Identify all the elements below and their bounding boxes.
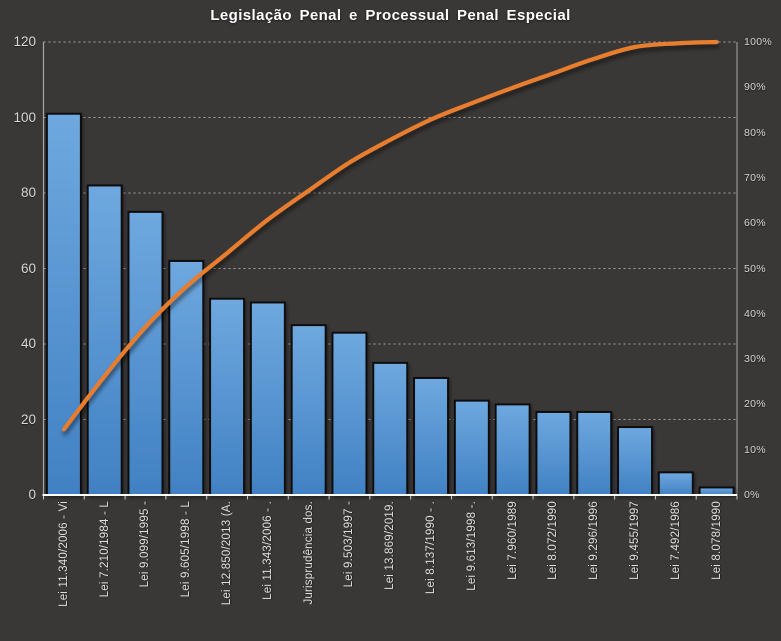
right-axis-tick-label: 80% [744, 126, 766, 139]
bar [535, 410, 572, 497]
x-axis-category-label: Lei 13.869/2019. [384, 501, 397, 590]
right-axis-tick-label: 20% [744, 398, 766, 411]
right-axis-tick-label: 50% [744, 262, 766, 275]
left-axis-tick-label: 120 [13, 34, 36, 49]
x-axis-category-label: Lei 7.210/1984 - L [98, 501, 111, 598]
chart-title: Legislação Penal e Processual Penal Espe… [210, 7, 571, 24]
x-axis-category-label: Lei 11.340/2006 - Vi [57, 501, 70, 607]
right-axis-tick-label: 60% [744, 217, 766, 230]
x-axis-category-label: Lei 7.960/1989 [506, 501, 519, 580]
x-axis-category-label: Lei 8.137/1990 - . [425, 501, 438, 595]
left-axis-tick-label: 60 [20, 260, 36, 276]
x-axis-category-label: Lei 8.072/1990 [547, 501, 560, 580]
x-axis-category-label: Lei 12.850/2013 (A. [221, 501, 234, 606]
bar [576, 410, 613, 497]
right-axis-tick-label: 90% [744, 81, 766, 94]
x-axis-category-label: Lei 9.503/1997 - [343, 501, 356, 588]
bar [657, 471, 694, 497]
bar [45, 112, 82, 496]
bar [127, 210, 164, 496]
x-axis-category-label: Lei 8.078/1990 [710, 501, 723, 580]
left-axis-tick-label: 20 [20, 411, 36, 427]
left-axis-tick-label: 80 [20, 185, 36, 200]
bar [413, 376, 450, 497]
x-axis-category-label: Lei 11.343/2006 - . [261, 501, 274, 600]
x-axis-category-label: Lei 9.613/1998 -. [465, 501, 478, 591]
x-axis-category-label: Lei 9.099/1995 - [139, 501, 152, 588]
right-axis-tick-label: 70% [744, 171, 766, 184]
x-axis-category-label: Jurisprudência dos. [302, 501, 315, 605]
right-axis-tick-label: 0% [744, 489, 760, 501]
left-axis-tick-label: 40 [20, 336, 36, 351]
right-axis-tick-label: 10% [744, 443, 766, 456]
right-axis-tick-label: 40% [744, 307, 766, 320]
x-axis-category-label: Lei 9.455/1997 [629, 501, 641, 580]
left-axis-tick-label: 0 [28, 487, 36, 502]
bar [249, 301, 286, 496]
right-axis-tick-label: 100% [744, 36, 773, 48]
x-axis-category-label: Lei 9.296/1996 [588, 501, 601, 580]
bar [331, 331, 368, 496]
bar [494, 403, 531, 496]
bar [290, 324, 327, 496]
bar [617, 426, 654, 496]
right-axis-tick-label: 30% [744, 353, 766, 366]
bar [209, 297, 246, 497]
bar [698, 486, 735, 497]
left-axis-tick-label: 100 [13, 109, 36, 125]
bar [453, 399, 490, 496]
bar [372, 361, 409, 496]
x-axis-category-label: Lei 9.605/1998 - L [180, 501, 193, 598]
x-axis-category-label: Lei 7.492/1986 [669, 501, 682, 580]
cumulative-percentage-line [61, 39, 719, 432]
bar [86, 184, 123, 496]
